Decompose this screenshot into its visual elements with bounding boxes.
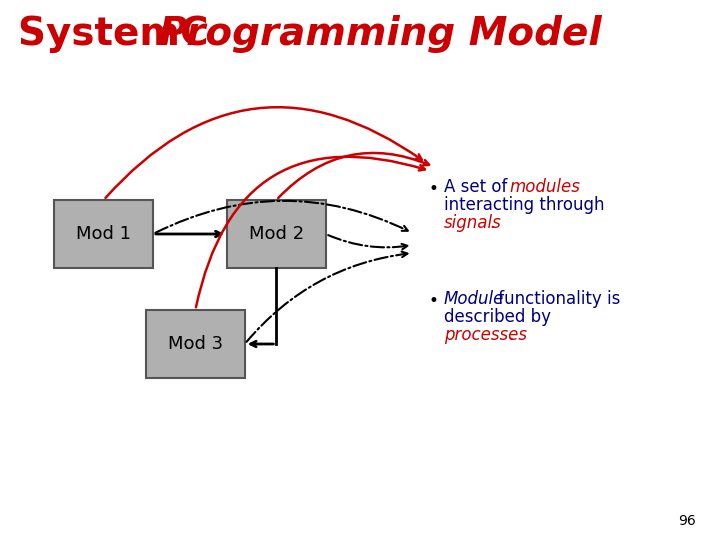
Text: 96: 96 <box>678 514 696 528</box>
Text: interacting through: interacting through <box>444 196 605 214</box>
Text: modules: modules <box>509 178 580 196</box>
Text: .: . <box>508 326 513 344</box>
Text: .: . <box>490 214 495 232</box>
Text: Mod 1: Mod 1 <box>76 225 131 243</box>
Text: functionality is: functionality is <box>493 290 621 308</box>
FancyBboxPatch shape <box>54 200 153 268</box>
Text: Mod 3: Mod 3 <box>168 335 223 353</box>
Text: processes: processes <box>444 326 527 344</box>
Text: Mod 2: Mod 2 <box>248 225 304 243</box>
Text: Programming Model: Programming Model <box>159 15 602 53</box>
Text: •: • <box>428 180 438 198</box>
Text: •: • <box>428 292 438 310</box>
FancyBboxPatch shape <box>146 310 245 378</box>
Text: described by: described by <box>444 308 551 326</box>
Text: signals: signals <box>444 214 502 232</box>
Text: A set of: A set of <box>444 178 513 196</box>
Text: SystemC: SystemC <box>18 15 222 53</box>
FancyBboxPatch shape <box>227 200 325 268</box>
Text: Module: Module <box>444 290 505 308</box>
